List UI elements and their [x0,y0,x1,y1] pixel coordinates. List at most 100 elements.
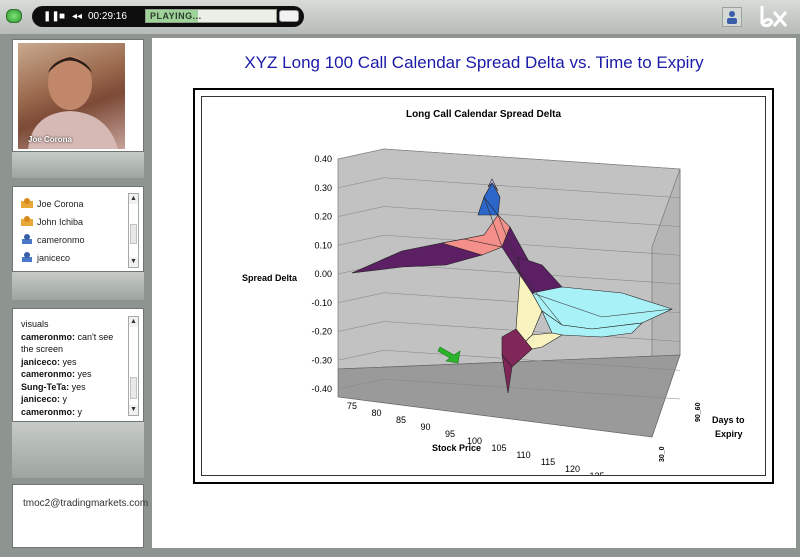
grid-line [337,321,385,332]
chat-log: visuals cameronmo: can't see the screen ja… [21,318,127,418]
x-tick-label: 80 [371,408,381,418]
grid-line [337,206,385,217]
grid-line [383,206,681,227]
z-tick-label: 30_0 [659,446,666,462]
attendee-list: Joe Corona John Ichiba cameronmo janicec… [12,186,144,272]
chat-bubble-icon[interactable] [279,10,299,22]
scroll-up-icon[interactable]: ▲ [129,317,138,327]
chat-text: yes [60,356,77,367]
slide-title: XYZ Long 100 Call Calendar Spread Delta … [244,53,704,72]
chat-author: Sung-TeTa: [21,381,70,392]
chart-area: Long Call Calendar Spread Delta 0.40 0.30… [201,96,766,476]
scroll-up-icon[interactable]: ▲ [129,194,138,204]
x-tick-label: 105 [491,443,506,453]
grid-line [383,378,681,400]
grid-line [337,349,385,361]
grid-line [383,177,681,199]
chat-message: cameronmo: yes [21,368,127,381]
grid-line [383,349,681,371]
scroll-down-icon[interactable]: ▼ [129,405,138,415]
surface-patch [487,178,499,192]
x-tick-label: 95 [445,429,455,439]
scroll-thumb[interactable] [130,224,137,244]
presenter-user-icon [21,198,33,208]
stop-icon[interactable]: ■ [59,11,66,22]
chat-input-area[interactable] [12,422,144,478]
grid-line [337,148,385,160]
y-tick-label: 0.20 [314,212,332,222]
chat-author: cameronmo: [21,369,76,379]
x-tick-label: 125 [589,471,604,475]
footer-email: tmoc2@tradingmarkets.com [23,498,149,509]
grid-line [337,292,385,304]
list-item[interactable]: John Ichiba [21,215,83,229]
y-tick-label: -0.30 [311,355,332,365]
chat-scrollbar[interactable]: ▲ ▼ [128,316,139,416]
x-tick-label: 90 [420,422,430,432]
chat-text: yes [75,369,92,379]
grid-line [383,148,681,170]
presenter-name: Joe Corona [28,135,73,144]
user-profile-icon[interactable] [722,7,742,27]
surface-mesh-line [483,196,673,318]
chat-author: cameronmo: [21,406,76,417]
grid-line [337,177,385,189]
x-tick-label: 110 [516,450,530,460]
x-axis-label: Stock Price [432,443,481,453]
pause-icon[interactable]: ❚❚ [43,11,60,22]
pointer-arrow-icon [437,346,461,364]
surface-chart: 0.40 0.30 0.20 0.10 0.00 -0.10 -0.20 -0.30 -0.40… [242,148,745,475]
y-tick-label: -0.20 [311,327,332,337]
top-player-bar: ❚❚ ■ ◂◂ 00:29:16 PLAYING... [0,0,800,34]
surface-patch [501,328,533,368]
x-tick-label: 115 [541,457,555,467]
grid-line [383,234,681,256]
attendee-panel-footer [12,272,144,300]
playback-status-text: PLAYING... [150,11,202,21]
z-axis-label: Expiry [715,429,743,439]
chat-panel: visuals cameronmo: can't see the screen ja… [12,308,144,422]
playback-status-bar[interactable]: PLAYING... [145,9,277,23]
y-tick-label: -0.40 [311,384,332,394]
playback-time: 00:29:16 [88,11,127,22]
chat-message: visuals [21,318,127,331]
chat-message: cameronmo: y [21,406,127,419]
presenter-user-icon [21,216,33,226]
presentation-slide: XYZ Long 100 Call Calendar Spread Delta … [152,38,796,548]
z-tick-label: 90_60 [695,402,702,422]
chart-floor [337,354,681,438]
chat-author: janiceco: [21,356,61,367]
y-tick-label: 0.00 [314,269,332,279]
chart-frame: Long Call Calendar Spread Delta 0.40 0.30… [193,88,774,484]
info-panel: tmoc2@tradingmarkets.com [12,484,149,548]
scroll-down-icon[interactable]: ▼ [129,257,138,267]
chart-title: Long Call Calendar Spread Delta [405,109,562,120]
y-axis-label: Spread Delta [242,273,298,283]
connection-status-icon [6,9,22,23]
chat-message: janiceco: y [21,393,127,406]
video-panel-footer [12,152,144,178]
playback-controls: ❚❚ ■ ◂◂ 00:29:16 PLAYING... [32,6,304,27]
y-tick-label: 0.30 [314,183,332,193]
rewind-icon[interactable]: ◂◂ [72,11,83,22]
x-tick-label: 75 [347,401,357,411]
list-item[interactable]: janiceco [21,251,70,265]
app-logo-icon [752,2,796,32]
x-tick-label: 120 [565,464,580,474]
surface-mesh-line [351,238,465,274]
chat-message: Sung-TeTa: yes [21,381,127,394]
list-item[interactable]: cameronmo [21,233,85,247]
scroll-thumb[interactable] [130,377,137,399]
chat-text: visuals [21,319,49,329]
chat-text: y [60,394,68,404]
list-item[interactable]: Joe Corona [21,197,84,211]
presenter-video: Joe Corona [18,43,125,149]
chat-author: janiceco: [21,394,61,404]
y-tick-label: 0.40 [314,154,332,164]
chat-message: cameronmo: can't see the screen [21,331,127,356]
y-tick-label: -0.10 [311,298,332,308]
chat-message: janiceco: yes [21,356,127,369]
attendee-scrollbar[interactable]: ▲ ▼ [128,193,139,268]
x-tick-label: 85 [396,415,406,425]
grid-line [337,234,385,246]
